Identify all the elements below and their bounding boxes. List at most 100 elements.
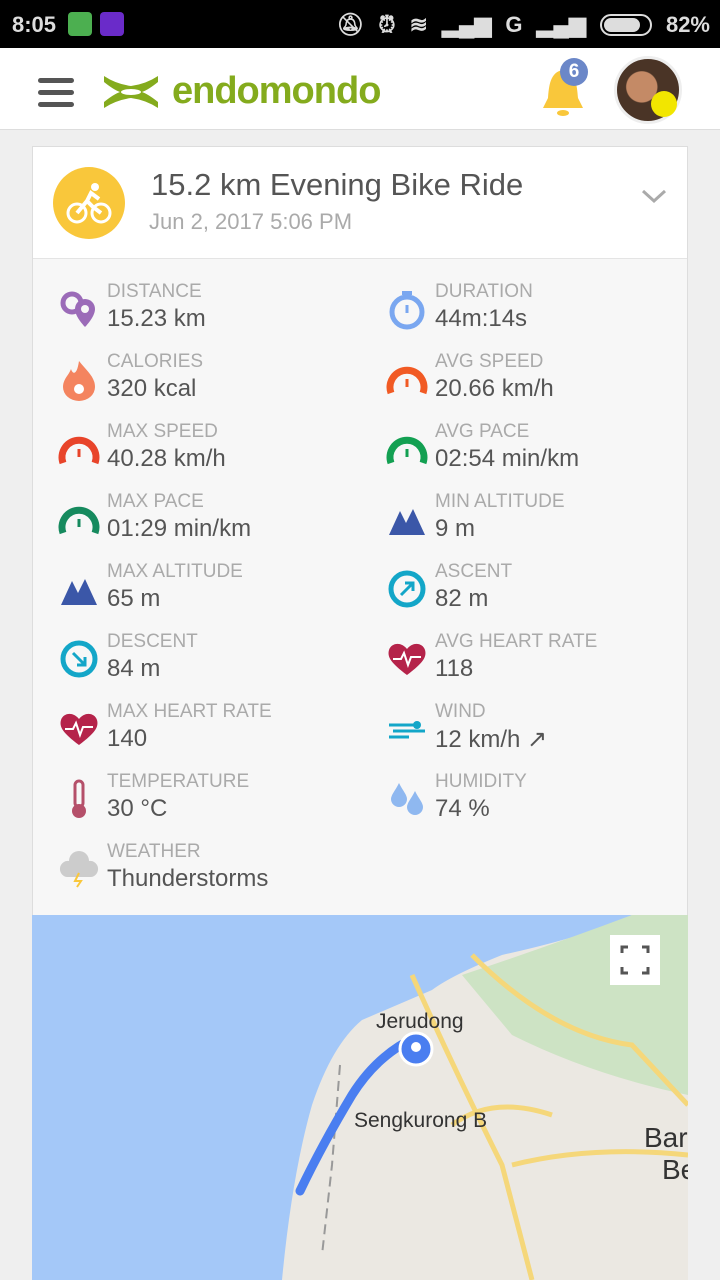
stats-grid: DISTANCE 15.23 km DURATION 44m:14s CALORIES 3… xyxy=(33,259,687,915)
pace-gauge-icon xyxy=(386,436,428,465)
stat-max-pace: MAX PACE 01:29 min/km xyxy=(57,491,357,551)
map-label: Jerudong xyxy=(376,1010,464,1033)
workout-date: Jun 2, 2017 5:06 PM xyxy=(149,209,353,234)
stat-calories: CALORIES 320 kcal xyxy=(57,351,357,411)
pace-gauge-icon xyxy=(58,506,100,535)
stat-value: 20.66 km/h xyxy=(435,375,554,402)
battery-level: 82% xyxy=(665,12,710,37)
route-map[interactable]: Jerudong Sengkurong B Bar Be xyxy=(32,915,688,1280)
stat-label: MAX PACE xyxy=(107,491,204,512)
stat-label: HUMIDITY xyxy=(435,771,527,792)
stopwatch-icon xyxy=(389,291,425,330)
thunderstorm-cloud-icon xyxy=(59,851,99,888)
workout-title: 15.2 km Evening Bike Ride xyxy=(151,167,524,202)
flame-icon xyxy=(63,361,95,401)
stat-avg-heart-rate: AVG HEART RATE 118 xyxy=(385,631,685,691)
stat-label: TEMPERATURE xyxy=(107,771,250,792)
under-armour-logo-icon xyxy=(104,75,158,108)
descent-icon xyxy=(60,640,98,678)
stat-value: 12 km/h ↗ xyxy=(435,726,548,753)
stat-value: 84 m xyxy=(107,655,161,682)
stat-label: MAX HEART RATE xyxy=(107,701,272,722)
menu-icon[interactable] xyxy=(38,78,74,114)
clock: 8:05 xyxy=(12,12,57,37)
alarm-icon: ⏰︎ xyxy=(378,12,396,37)
stat-value: 320 kcal xyxy=(107,375,197,402)
chevron-down-icon[interactable] xyxy=(641,187,667,205)
stat-value: 118 xyxy=(435,655,474,682)
ascent-icon xyxy=(388,570,426,608)
notification-count-badge[interactable]: 6 xyxy=(560,58,588,86)
thermometer-icon xyxy=(72,779,86,818)
stat-value: 15.23 km xyxy=(107,305,206,332)
stat-value: 140 xyxy=(107,725,148,752)
stat-label: MAX ALTITUDE xyxy=(107,561,243,582)
app-header: endomondo 6 xyxy=(0,48,720,130)
stat-label: AVG SPEED xyxy=(435,351,544,372)
fullscreen-icon[interactable] xyxy=(610,935,660,985)
speedometer-icon xyxy=(58,436,100,465)
stat-label: ASCENT xyxy=(435,561,513,582)
battery-icon xyxy=(599,14,652,36)
distance-pins-icon xyxy=(60,291,95,327)
map-label: Bar xyxy=(644,1122,688,1153)
boundary xyxy=(321,1064,341,1256)
wind-icon xyxy=(389,721,425,739)
network-type: G xyxy=(505,12,523,37)
logo: endomondo xyxy=(102,70,381,113)
stat-avg-speed: AVG SPEED 20.66 km/h xyxy=(385,351,685,411)
app-notification-icon xyxy=(68,12,92,36)
water-drops-icon xyxy=(391,783,423,815)
speedometer-icon xyxy=(386,366,428,395)
bike-icon xyxy=(53,167,125,239)
stat-label: CALORIES xyxy=(107,351,204,372)
workout-header[interactable]: 15.2 km Evening Bike Ride Jun 2, 2017 5:… xyxy=(33,147,687,259)
roads xyxy=(409,953,688,1280)
map-label: Sengkurong B xyxy=(354,1109,487,1132)
stat-label: MIN ALTITUDE xyxy=(435,491,565,512)
stat-label: DISTANCE xyxy=(107,281,202,302)
stat-max-altitude: MAX ALTITUDE 65 m xyxy=(57,561,357,621)
stat-value: 02:54 min/km xyxy=(435,445,580,472)
stat-duration: DURATION 44m:14s xyxy=(385,281,685,341)
stat-descent: DESCENT 84 m xyxy=(57,631,357,691)
stat-value: 01:29 min/km xyxy=(107,515,252,542)
wifi-icon: ≋ xyxy=(409,12,428,37)
silent-icon: 🔕︎ xyxy=(336,12,365,37)
stat-value: 9 m xyxy=(435,515,476,542)
stat-label: WEATHER xyxy=(107,841,201,862)
stat-label: DURATION xyxy=(435,281,533,302)
mountain-icon xyxy=(389,509,425,535)
heart-rate-icon xyxy=(388,643,426,675)
stat-avg-pace: AVG PACE 02:54 min/km xyxy=(385,421,685,481)
heart-rate-icon xyxy=(60,713,98,745)
stat-value: Thunderstorms xyxy=(107,865,269,892)
stat-value: 74 % xyxy=(435,795,490,822)
stat-distance: DISTANCE 15.23 km xyxy=(57,281,357,341)
stat-value: 82 m xyxy=(435,585,489,612)
signal-icon: ▂▄▆ xyxy=(536,12,586,37)
stat-label: AVG PACE xyxy=(435,421,530,442)
route-line xyxy=(295,1032,421,1196)
stat-humidity: HUMIDITY 74 % xyxy=(385,771,685,831)
status-bar: 8:05 🔕︎ ⏰︎ ≋ ▂▄▆ G ▂▄▆ 82% xyxy=(0,0,720,48)
stat-ascent: ASCENT 82 m xyxy=(385,561,685,621)
stat-min-altitude: MIN ALTITUDE 9 m xyxy=(385,491,685,551)
user-avatar[interactable] xyxy=(614,56,682,124)
stat-max-heart-rate: MAX HEART RATE 140 xyxy=(57,701,357,761)
stat-label: AVG HEART RATE xyxy=(435,631,598,652)
stat-value: 40.28 km/h xyxy=(107,445,226,472)
stat-max-speed: MAX SPEED 40.28 km/h xyxy=(57,421,357,481)
map-label: Be xyxy=(662,1154,688,1185)
stat-value: 65 m xyxy=(107,585,161,612)
stat-value: 30 °C xyxy=(107,795,168,822)
stat-label: WIND xyxy=(435,701,486,722)
stat-label: DESCENT xyxy=(107,631,198,652)
mountain-icon xyxy=(61,579,97,605)
brand-name: endomondo xyxy=(172,70,381,112)
workout-card: 15.2 km Evening Bike Ride Jun 2, 2017 5:… xyxy=(32,146,688,916)
stat-weather: WEATHER Thunderstorms xyxy=(57,841,357,901)
signal-icon: ▂▄▆ xyxy=(441,12,492,37)
stat-temperature: TEMPERATURE 30 °C xyxy=(57,771,357,831)
stat-label: MAX SPEED xyxy=(107,421,218,442)
